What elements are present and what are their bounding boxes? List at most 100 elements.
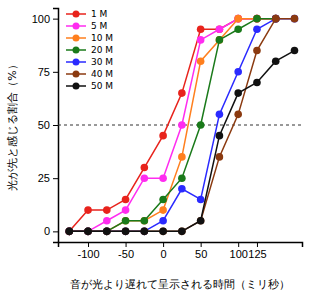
x-tick: -100: [78, 242, 100, 260]
series-point: [84, 228, 92, 236]
y-tick-mark: [53, 72, 58, 73]
x-tick: -50: [118, 242, 134, 260]
series-point: [122, 206, 130, 214]
series-point: [178, 174, 186, 182]
series-point: [141, 217, 149, 225]
legend: 1 M5 M10 M20 M30 M40 M50 M: [66, 9, 113, 91]
series-point: [65, 228, 73, 236]
series-line: [69, 19, 294, 232]
series-point: [197, 36, 205, 44]
series-point: [197, 57, 205, 65]
series-point: [122, 196, 130, 204]
series-point: [159, 132, 167, 140]
series-point: [65, 228, 73, 236]
series-point: [178, 228, 186, 236]
series-point: [159, 206, 167, 214]
series-line: [69, 19, 275, 232]
series-point: [122, 228, 130, 236]
y-tick-label: 100: [32, 13, 50, 25]
series-point: [216, 111, 224, 119]
series-point: [234, 15, 242, 23]
series-point: [122, 217, 130, 225]
y-axis-line: [53, 9, 59, 243]
x-tick-label: 125: [248, 248, 266, 260]
series-point: [122, 217, 130, 225]
x-tick-label: -50: [118, 248, 134, 260]
series-point: [197, 196, 205, 204]
legend-label: 1 M: [91, 9, 107, 19]
series-point: [234, 25, 242, 33]
legend-label: 30 M: [91, 57, 113, 67]
x-tick: 50: [195, 242, 207, 260]
series-point: [234, 89, 242, 97]
series-point: [141, 228, 149, 236]
series-point: [178, 121, 186, 129]
x-tick-mark: [201, 242, 202, 247]
y-tick: 75: [38, 66, 58, 78]
series-point: [216, 153, 224, 161]
y-tick: 100: [32, 13, 58, 25]
y-tick: 0: [44, 225, 58, 237]
series-point: [103, 206, 111, 214]
series-point: [272, 15, 280, 23]
series-point: [197, 25, 205, 33]
plot: -100-5005010012502550751001 M5 M10 M20 M…: [32, 9, 303, 260]
legend-label: 20 M: [91, 45, 113, 55]
y-tick-mark: [53, 231, 58, 232]
series-point: [159, 228, 167, 236]
legend-marker: [73, 83, 80, 90]
series-point: [272, 15, 280, 23]
series-point: [84, 228, 92, 236]
series-point: [178, 228, 186, 236]
series-point: [178, 89, 186, 97]
x-tick-label: -100: [78, 248, 100, 260]
series-point: [216, 36, 224, 44]
series-point: [84, 228, 92, 236]
series-point: [291, 15, 299, 23]
series-point: [65, 228, 73, 236]
y-tick-mark: [53, 19, 58, 20]
series-point: [122, 228, 130, 236]
series-point: [234, 15, 242, 23]
series-point: [84, 206, 92, 214]
series-point: [253, 15, 261, 23]
x-axis-title: 音が光より遅れて呈示される時間（ミリ秒）: [70, 278, 290, 291]
legend-item: 30 M: [66, 57, 113, 67]
x-tick-mark: [88, 242, 89, 247]
legend-label: 5 M: [91, 21, 107, 31]
series-point: [272, 15, 280, 23]
series-point: [141, 217, 149, 225]
series-point: [253, 47, 261, 55]
series-point: [253, 79, 261, 87]
series-point: [84, 228, 92, 236]
series-point: [253, 15, 261, 23]
series-point: [65, 228, 73, 236]
series-line: [69, 19, 275, 232]
series-point: [84, 228, 92, 236]
y-tick-label: 0: [44, 225, 50, 237]
x-tick-label: 0: [161, 248, 167, 260]
series-point: [103, 228, 111, 236]
legend-label: 40 M: [91, 69, 113, 79]
series-point: [178, 153, 186, 161]
series-point: [291, 47, 299, 55]
series-point: [65, 228, 73, 236]
series-point: [65, 228, 73, 236]
series-point: [103, 228, 111, 236]
x-tick-mark: [163, 242, 164, 247]
series-point: [216, 25, 224, 33]
series-point: [272, 57, 280, 65]
series-point: [272, 15, 280, 23]
y-axis: 0255075100: [32, 9, 59, 243]
legend-marker: [73, 47, 80, 54]
series-point: [234, 68, 242, 76]
series-point: [159, 174, 167, 182]
series-point: [234, 15, 242, 23]
y-axis-title: 光が先と感じる割合（%）: [6, 59, 19, 190]
legend-marker: [73, 71, 80, 78]
series-point: [197, 217, 205, 225]
x-axis: -100-50050100125: [59, 242, 303, 260]
series-point: [216, 25, 224, 33]
series-point: [253, 15, 261, 23]
y-tick-label: 50: [38, 119, 50, 131]
